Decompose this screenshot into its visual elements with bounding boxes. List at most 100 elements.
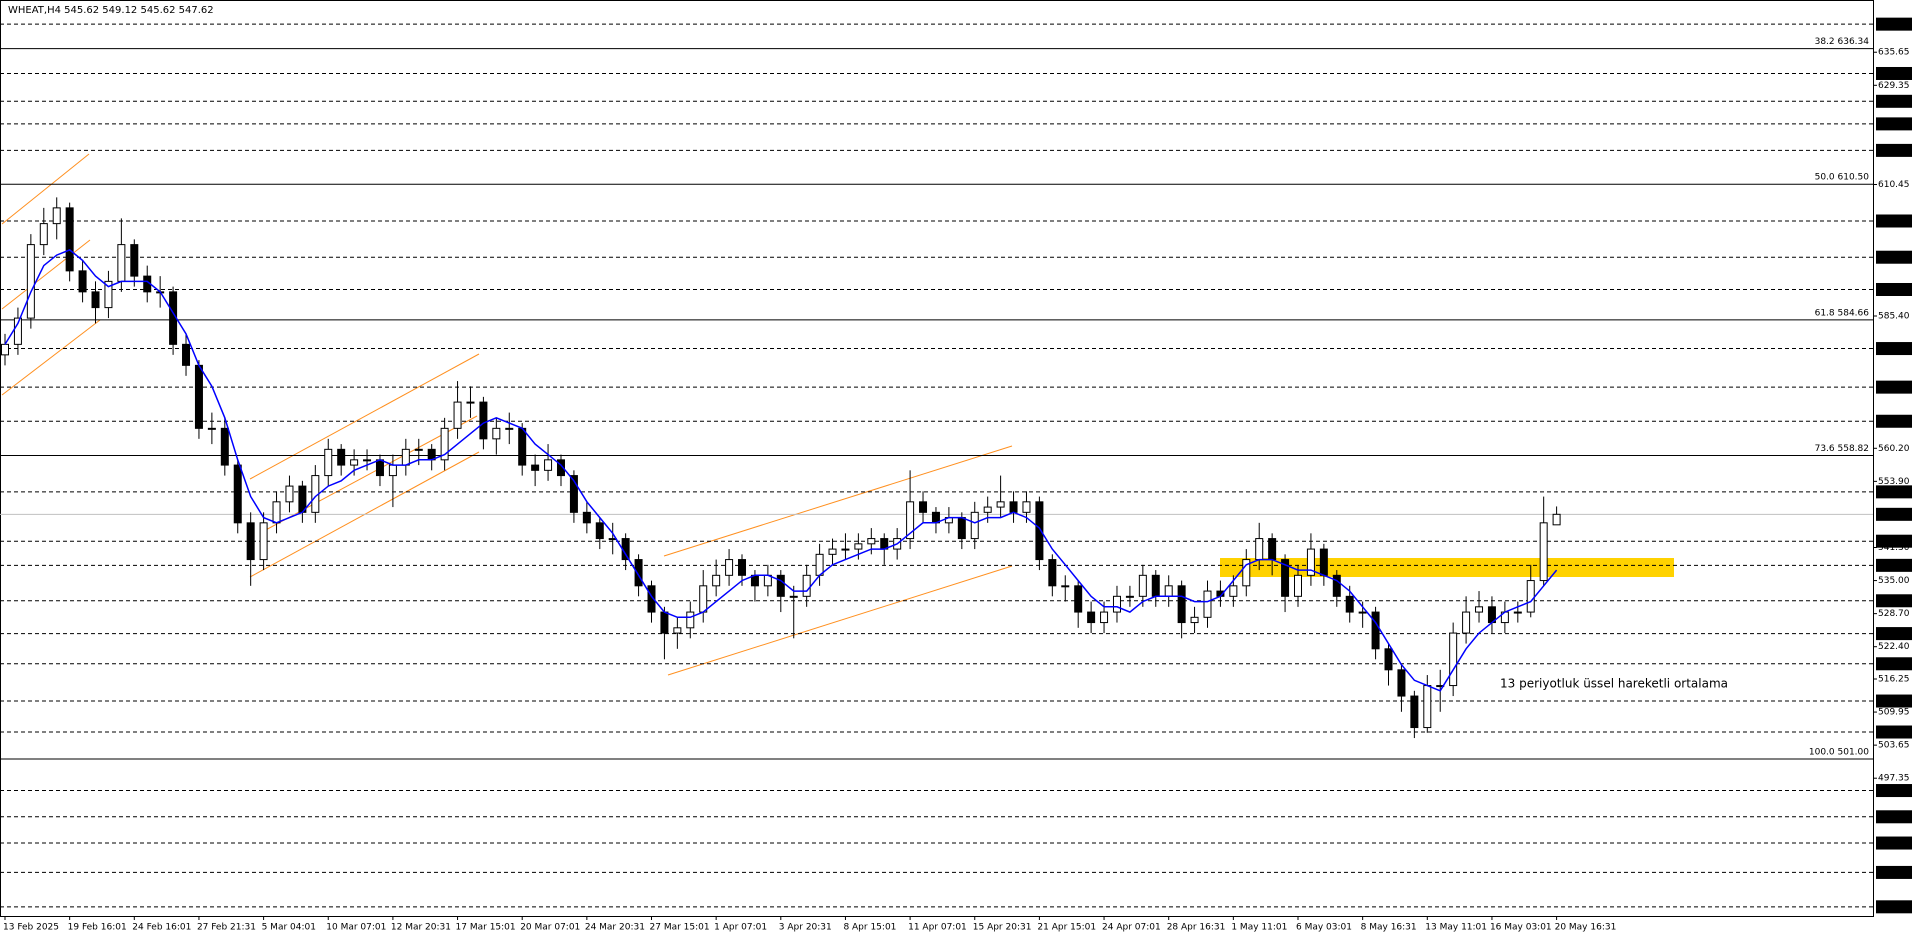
- plot-frame: [0, 0, 1874, 917]
- current-price-label: 547.62: [1878, 510, 1910, 520]
- level-label: 519.15: [1878, 659, 1910, 669]
- candle-body: [363, 459, 372, 462]
- candle-body: [556, 459, 565, 477]
- candle-body: [1138, 574, 1147, 597]
- candle-body: [1462, 611, 1471, 634]
- level-label-box: [1876, 810, 1912, 824]
- candle-body: [1268, 538, 1277, 561]
- candle-body: [1074, 585, 1083, 613]
- y-tick-label: 516.25: [1878, 674, 1910, 684]
- level-label-box: [1876, 657, 1912, 671]
- candle-body: [854, 543, 863, 550]
- x-tick-label: 21 Apr 15:01: [1037, 923, 1096, 933]
- x-tick-label: 27 Mar 15:01: [650, 923, 710, 933]
- x-tick-label: 12 Mar 20:31: [391, 923, 451, 933]
- candle-body: [505, 427, 514, 430]
- x-tick-label: 24 Mar 20:31: [585, 923, 645, 933]
- candle-body: [26, 244, 35, 319]
- candle-body: [440, 427, 449, 461]
- candle-body: [350, 459, 359, 466]
- annotation: 13 periyotluk üssel hareketli ortalama: [1500, 677, 1728, 691]
- candle-body: [544, 459, 553, 471]
- candle-body: [1048, 559, 1057, 587]
- fib-label: 38.2 636.34: [1815, 37, 1870, 47]
- candle-body: [414, 448, 423, 451]
- level-label: 506.15: [1878, 728, 1910, 738]
- candle-body: [725, 559, 734, 576]
- candle-body: [1513, 611, 1522, 614]
- candle-body: [1371, 611, 1380, 650]
- x-tick-label: 20 May 16:31: [1555, 923, 1617, 933]
- candle-body: [1345, 595, 1354, 613]
- level-label: 631.60: [1878, 69, 1910, 79]
- level-label-box: [1876, 342, 1912, 356]
- candle-body: [1177, 585, 1186, 624]
- y-tick-label: 528.70: [1878, 609, 1910, 619]
- level-label-box: [1876, 282, 1912, 296]
- level-label: 542.50: [1878, 537, 1910, 547]
- candle-body: [1022, 501, 1031, 513]
- candle-body: [285, 485, 294, 503]
- candle-body: [52, 207, 61, 225]
- fib-label: 100.0 501.00: [1809, 748, 1869, 758]
- candle-body: [1, 343, 9, 356]
- candle-body: [595, 522, 604, 540]
- candle-body: [220, 427, 229, 466]
- candle-body: [1009, 501, 1018, 513]
- level-label-box: [1876, 250, 1912, 264]
- level-label: 571.85: [1878, 383, 1910, 393]
- candle-body: [815, 553, 824, 576]
- candle-body: [39, 223, 48, 246]
- candle-body: [1475, 606, 1484, 613]
- candle-body: [117, 244, 126, 282]
- x-tick-label: 8 Apr 15:01: [843, 923, 896, 933]
- fib-label: 50.0 610.50: [1815, 173, 1870, 183]
- x-tick-label: 3 Apr 20:31: [779, 923, 832, 933]
- channel-line: [249, 353, 480, 480]
- y-tick-label: 610.45: [1878, 180, 1910, 190]
- candle-body: [1242, 559, 1251, 587]
- candle-body: [712, 574, 721, 587]
- x-tick-label: 1 Apr 07:01: [714, 923, 767, 933]
- candle-body: [531, 464, 540, 471]
- candle-body: [233, 464, 242, 524]
- x-tick-label: 16 May 03:01: [1490, 923, 1552, 933]
- candle-body: [738, 559, 747, 576]
- level-label: 537.90: [1878, 561, 1910, 571]
- x-tick-label: 19 Feb 16:01: [68, 923, 127, 933]
- level-label: 590.45: [1878, 285, 1910, 295]
- level-label: 479.40: [1878, 868, 1910, 878]
- level-label: 616.95: [1878, 146, 1910, 156]
- candle-body: [1423, 685, 1432, 729]
- candle-body: [802, 574, 811, 597]
- level-label: 485.00: [1878, 839, 1910, 849]
- candle-body: [634, 559, 643, 587]
- ema-line: [4, 249, 1558, 692]
- candle-body: [1061, 585, 1070, 588]
- candle-body: [789, 595, 798, 598]
- level-label-box: [1876, 694, 1912, 708]
- candle-body: [1306, 548, 1315, 576]
- level-label: 551.90: [1878, 487, 1910, 497]
- level-label: 472.85: [1878, 902, 1910, 912]
- level-label: 579.20: [1878, 344, 1910, 354]
- candle-body: [841, 548, 850, 551]
- x-tick-label: 13 May 11:01: [1425, 923, 1487, 933]
- level-label-box: [1876, 143, 1912, 157]
- x-tick-label: 24 Feb 16:01: [132, 923, 191, 933]
- candle-body: [1203, 590, 1212, 618]
- candle-body: [569, 475, 578, 513]
- candle-body: [1332, 574, 1341, 597]
- y-tick-label: 509.95: [1878, 708, 1910, 718]
- candle-body: [1164, 585, 1173, 597]
- x-tick-label: 24 Apr 07:01: [1102, 923, 1161, 933]
- y-tick-label: 541.30: [1878, 543, 1910, 553]
- level-label-box: [1876, 865, 1912, 879]
- candle-body: [207, 427, 216, 430]
- x-tick-label: 20 Mar 07:01: [520, 923, 580, 933]
- candle-body: [1281, 559, 1290, 597]
- level-label-box: [1876, 414, 1912, 428]
- chart-title: WHEAT,H4 545.62 549.12 545.62 547.62: [8, 5, 214, 16]
- x-tick-label: 15 Apr 20:31: [973, 923, 1032, 933]
